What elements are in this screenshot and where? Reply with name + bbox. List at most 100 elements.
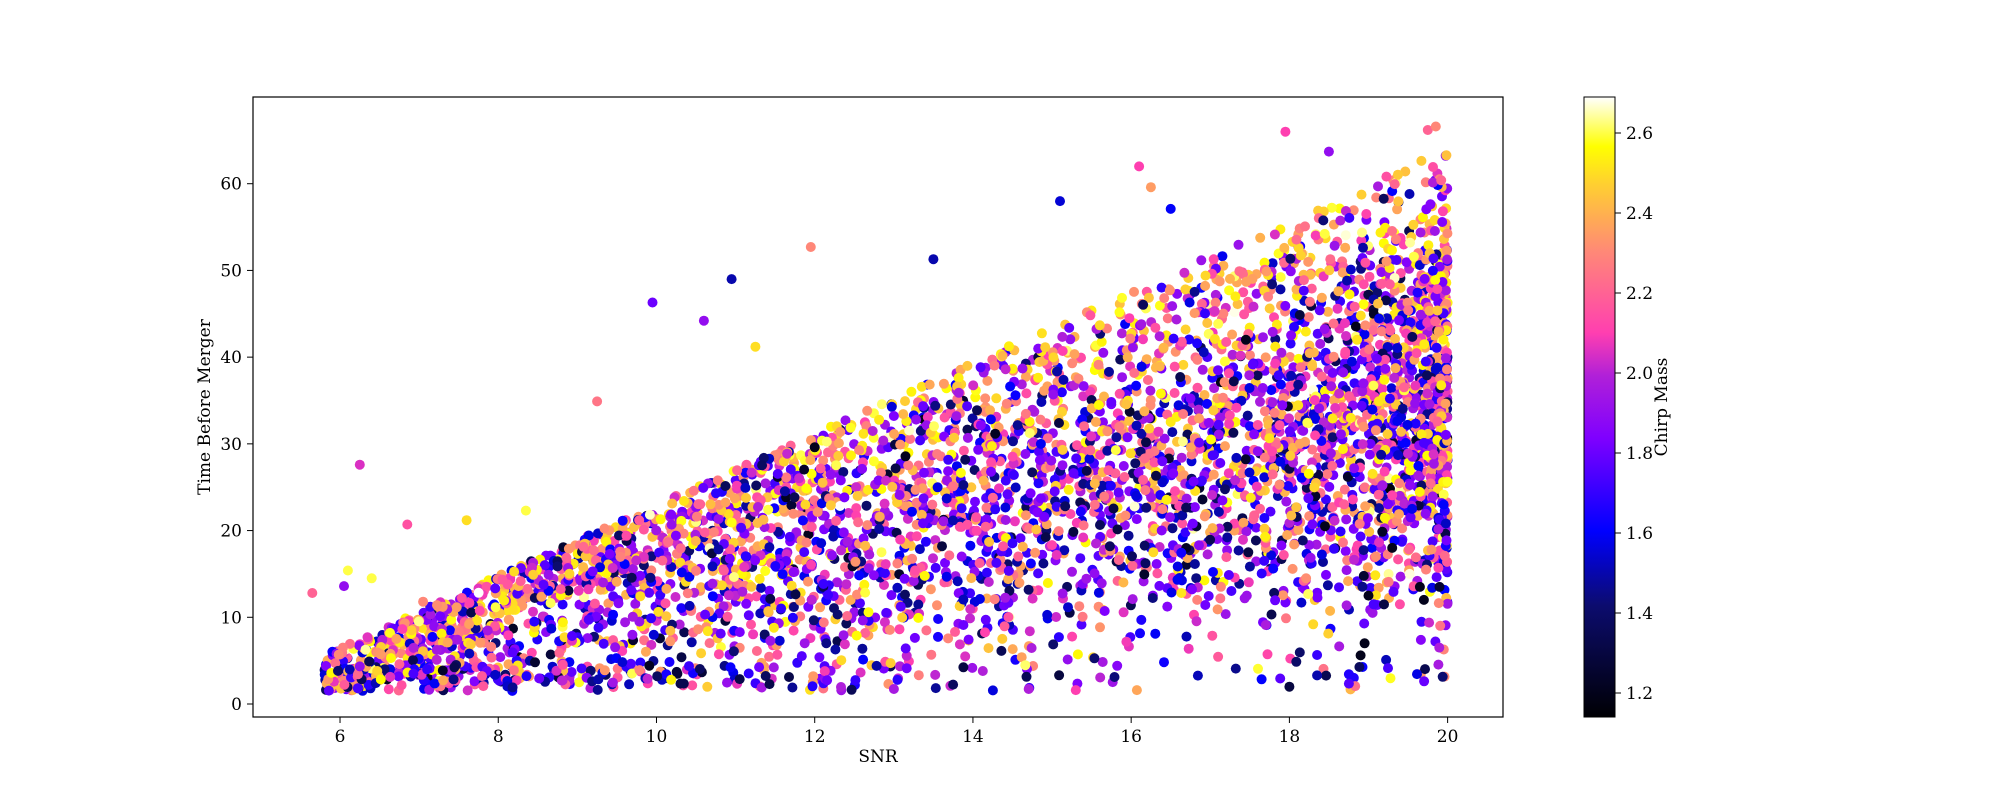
scatter-point bbox=[1159, 293, 1170, 304]
scatter-point bbox=[1300, 326, 1311, 337]
scatter-point bbox=[821, 436, 832, 447]
scatter-point bbox=[1048, 352, 1059, 363]
scatter-point bbox=[1026, 643, 1037, 653]
scatter-point bbox=[876, 467, 886, 478]
scatter-point bbox=[1345, 264, 1356, 275]
scatter-point bbox=[1189, 308, 1200, 319]
scatter-point bbox=[981, 502, 992, 513]
scatter-point bbox=[1051, 550, 1062, 560]
scatter-point bbox=[1318, 557, 1328, 567]
scatter-point bbox=[354, 661, 365, 672]
scatter-point bbox=[1213, 419, 1224, 430]
scatter-point bbox=[1104, 541, 1115, 552]
scatter-point bbox=[948, 515, 958, 526]
scatter-point bbox=[807, 681, 818, 692]
scatter-point bbox=[1410, 552, 1421, 563]
scatter-point bbox=[1321, 670, 1332, 681]
scatter-point bbox=[788, 567, 799, 578]
scatter-point bbox=[408, 668, 419, 679]
scatter-point bbox=[1117, 292, 1127, 303]
scatter-point bbox=[1213, 651, 1224, 662]
scatter-point bbox=[1415, 227, 1426, 238]
scatter-point bbox=[486, 641, 497, 652]
scatter-point bbox=[657, 555, 668, 566]
scatter-point bbox=[1281, 496, 1292, 507]
scatter-point bbox=[620, 617, 631, 628]
scatter-point bbox=[1325, 605, 1336, 616]
scatter-point bbox=[1294, 310, 1305, 320]
scatter-point bbox=[1021, 388, 1032, 399]
scatter-point bbox=[797, 515, 808, 526]
scatter-point bbox=[1396, 536, 1407, 547]
scatter-point bbox=[1393, 554, 1404, 565]
scatter-point bbox=[746, 467, 757, 478]
scatter-point bbox=[1430, 316, 1441, 327]
scatter-point bbox=[705, 499, 716, 510]
scatter-point bbox=[1208, 405, 1219, 416]
scatter-point bbox=[1259, 513, 1270, 523]
scatter-point bbox=[1205, 534, 1216, 545]
scatter-point bbox=[1181, 502, 1192, 513]
scatter-point bbox=[919, 570, 930, 581]
scatter-point bbox=[1439, 550, 1450, 561]
scatter-point bbox=[1441, 245, 1452, 256]
scatter-point bbox=[932, 449, 943, 459]
scatter-point bbox=[554, 647, 565, 658]
scatter-point bbox=[823, 589, 834, 600]
scatter-point bbox=[1442, 228, 1453, 239]
scatter-point bbox=[974, 558, 985, 569]
scatter-point bbox=[1433, 562, 1444, 573]
scatter-point bbox=[1189, 286, 1200, 297]
scatter-point bbox=[763, 504, 774, 515]
scatter-point bbox=[1230, 291, 1241, 302]
scatter-point bbox=[666, 509, 677, 520]
scatter-point bbox=[1255, 232, 1266, 243]
scatter-point bbox=[1187, 518, 1198, 529]
scatter-point bbox=[1121, 399, 1132, 410]
scatter-point bbox=[557, 675, 568, 686]
scatter-point bbox=[1228, 376, 1239, 387]
scatter-point bbox=[1245, 350, 1255, 361]
scatter-point bbox=[784, 672, 794, 682]
scatter-point bbox=[918, 401, 929, 412]
scatter-point bbox=[613, 598, 624, 609]
scatter-point bbox=[473, 587, 484, 598]
scatter-point bbox=[644, 660, 655, 671]
scatter-point bbox=[1162, 601, 1173, 612]
scatter-point bbox=[1003, 612, 1014, 622]
scatter-point bbox=[1293, 400, 1304, 411]
scatter-point bbox=[898, 409, 909, 420]
scatter-point bbox=[1342, 275, 1352, 286]
scatter-point bbox=[918, 493, 929, 504]
scatter-point bbox=[564, 568, 575, 579]
scatter-point bbox=[956, 503, 967, 514]
scatter-point bbox=[1383, 663, 1393, 674]
scatter-points bbox=[307, 121, 1453, 696]
scatter-point bbox=[818, 617, 829, 628]
scatter-point bbox=[699, 527, 710, 538]
scatter-point bbox=[1399, 382, 1410, 393]
scatter-point bbox=[1275, 673, 1286, 684]
scatter-point bbox=[1021, 671, 1032, 682]
scatter-point bbox=[442, 637, 453, 648]
scatter-point bbox=[495, 652, 506, 663]
scatter-point bbox=[1329, 515, 1340, 526]
scatter-point bbox=[1323, 628, 1334, 639]
scatter-point bbox=[984, 536, 995, 547]
scatter-point bbox=[879, 580, 889, 590]
scatter-point bbox=[529, 616, 540, 627]
scatter-point bbox=[1383, 499, 1393, 510]
scatter-point bbox=[888, 411, 899, 421]
scatter-point bbox=[504, 614, 515, 625]
scatter-point bbox=[707, 578, 718, 589]
scatter-point bbox=[740, 551, 751, 562]
scatter-point bbox=[1075, 506, 1086, 517]
scatter-point bbox=[764, 651, 775, 662]
scatter-point bbox=[1001, 398, 1012, 409]
scatter-point bbox=[734, 627, 745, 638]
scatter-point bbox=[918, 518, 928, 529]
scatter-point bbox=[863, 607, 874, 618]
scatter-point bbox=[1428, 253, 1439, 264]
scatter-point bbox=[642, 673, 653, 684]
scatter-point bbox=[1382, 313, 1392, 324]
